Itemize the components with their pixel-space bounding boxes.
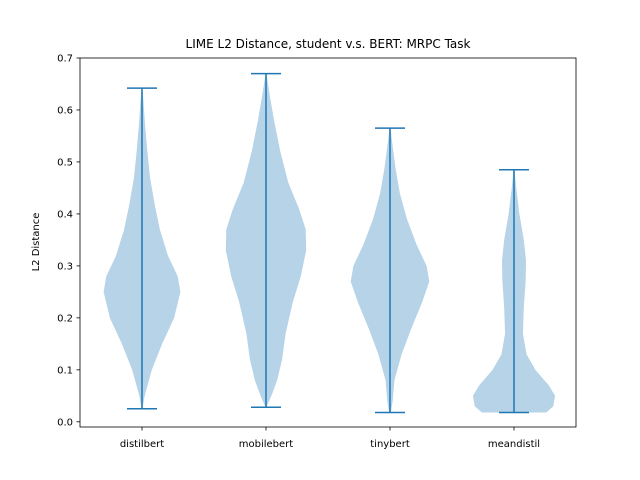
chart-title: LIME L2 Distance, student v.s. BERT: MRP… <box>186 37 471 51</box>
x-tick-label: meandistil <box>488 439 540 450</box>
x-tick-label: distilbert <box>120 439 164 450</box>
y-tick-label: 0.2 <box>57 313 73 324</box>
y-tick-label: 0.7 <box>57 54 73 65</box>
x-tick-label: tinybert <box>370 439 410 450</box>
axes-layer: 0.0 0.1 0.2 0.3 0.4 0.5 0.6 0.7 distilbert mobile… <box>57 54 577 450</box>
y-tick-label: 0.0 <box>57 417 73 428</box>
y-tick-label: 0.3 <box>57 261 73 272</box>
y-axis-title: L2 Distance <box>31 213 42 272</box>
y-tick-label: 0.1 <box>57 365 73 376</box>
y-tick-label: 0.6 <box>57 106 73 117</box>
y-tick-label: 0.4 <box>57 210 73 221</box>
plot-frame <box>79 57 577 428</box>
violins-layer <box>103 72 556 414</box>
y-tick-label: 0.5 <box>57 158 73 169</box>
x-tick-label: mobilebert <box>239 439 294 450</box>
